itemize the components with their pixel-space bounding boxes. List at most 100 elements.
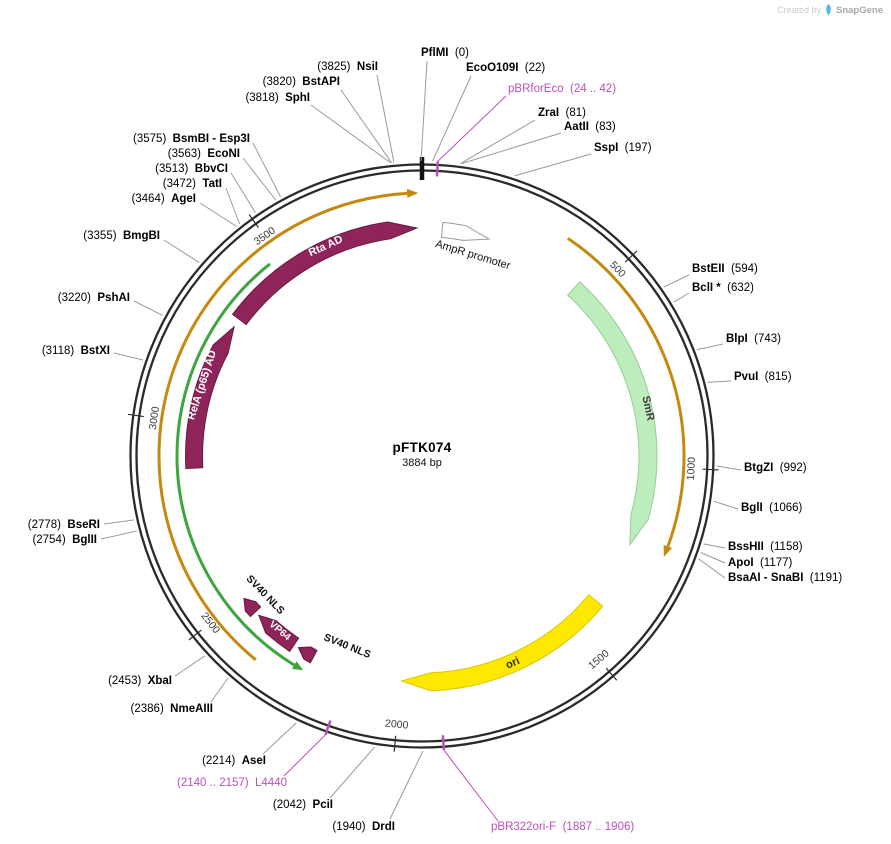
feature-arrow[interactable] <box>231 221 419 326</box>
primer-site-tick <box>435 161 439 177</box>
primer-site-tick <box>324 720 332 736</box>
enzyme-label[interactable]: (2778) BseRI <box>28 519 100 531</box>
enzyme-label[interactable]: (3118) BstXI <box>42 345 110 357</box>
enzyme-label[interactable]: ApoI (1177) <box>728 557 793 569</box>
tick-mark <box>605 667 618 681</box>
leader-line <box>230 172 256 213</box>
enzyme-label[interactable]: (3355) BmgBI <box>83 230 160 242</box>
enzyme-label[interactable]: (2140 .. 2157) L4440 <box>177 777 287 789</box>
feature-label[interactable]: ori <box>504 655 522 672</box>
enzyme-label[interactable]: (1940) DrdI <box>332 821 395 833</box>
enzyme-label[interactable]: BlpI (743) <box>726 333 781 345</box>
enzyme-label[interactable]: EcoO109I (22) <box>466 62 545 74</box>
enzyme-label[interactable]: (3825) NsiI <box>317 61 378 73</box>
leader-line <box>340 89 392 163</box>
leader-line <box>700 552 726 564</box>
tick-mark <box>188 629 202 641</box>
feature-arrow[interactable] <box>440 221 491 241</box>
enzyme-label[interactable]: BglI (1066) <box>741 502 803 514</box>
leader-line <box>242 157 276 201</box>
enzyme-label[interactable]: (3563) EcoNI <box>168 148 240 160</box>
leader-line <box>713 500 739 510</box>
tick-label: 2000 <box>385 718 410 732</box>
leader-line <box>707 380 732 383</box>
primer-site-tick <box>441 735 446 751</box>
feature-arrow[interactable] <box>243 597 262 618</box>
leader-line <box>283 734 326 777</box>
leader-line <box>673 292 690 303</box>
enzyme-label[interactable]: SspI (197) <box>594 142 652 154</box>
feature-arc[interactable] <box>567 237 686 548</box>
enzyme-label[interactable]: PvuI (815) <box>734 371 792 383</box>
leader-line <box>133 300 163 316</box>
leader-line <box>329 746 375 799</box>
leader-line <box>703 543 726 549</box>
leader-line <box>663 274 690 288</box>
leader-line <box>113 352 144 361</box>
feature-arrow[interactable] <box>185 325 235 470</box>
enzyme-label[interactable]: (3513) BbvCI <box>155 163 228 175</box>
feature-arrow[interactable] <box>297 646 318 664</box>
leader-line <box>389 750 424 820</box>
leader-line <box>163 239 200 264</box>
enzyme-label[interactable]: ZraI (81) <box>538 107 586 119</box>
leader-line <box>461 132 562 165</box>
leader-line <box>420 60 428 162</box>
enzyme-label[interactable]: (3464) AgeI <box>131 193 196 205</box>
tick-label: 1000 <box>685 457 698 481</box>
enzyme-label[interactable]: (2386) NmeAIII <box>131 703 213 715</box>
tick-label: 500 <box>607 259 628 280</box>
enzyme-label[interactable]: BsaAI - SnaBI (1191) <box>728 572 842 584</box>
watermark-created-by: Created by <box>776 5 821 15</box>
enzyme-label[interactable]: (3820) BstAPI <box>263 76 340 88</box>
enzyme-label[interactable]: (2754) BglII <box>32 534 97 546</box>
enzyme-label[interactable]: (3220) PshAI <box>58 292 130 304</box>
enzyme-label[interactable]: BstEII (594) <box>692 263 758 275</box>
feature-arc[interactable] <box>175 262 296 667</box>
leader-line <box>716 465 742 471</box>
enzyme-label[interactable]: BssHII (1158) <box>728 541 803 553</box>
leader-line <box>262 722 297 755</box>
leader-line <box>460 119 536 164</box>
backbone-outer-circle <box>129 163 715 749</box>
enzyme-label[interactable]: (2453) XbaI <box>108 675 172 687</box>
watermark-brand: SnapGene <box>836 4 883 16</box>
enzyme-label[interactable]: BclI * (632) <box>692 282 754 294</box>
enzyme-label[interactable]: (3575) BsmBI - Esp3I <box>133 133 250 145</box>
feature-arc-head <box>663 544 673 557</box>
snapgene-watermark: Created by SnapGene <box>777 4 883 16</box>
leader-line <box>697 343 724 351</box>
feature-arc[interactable] <box>157 191 408 661</box>
feature-arrow[interactable] <box>399 594 604 692</box>
backbone-inner-circle <box>135 169 709 743</box>
feature-arrow[interactable] <box>258 614 300 653</box>
tick-label: 1500 <box>586 647 612 671</box>
feature-label[interactable]: SmR <box>639 395 656 422</box>
feature-label[interactable]: SV40 NLS <box>322 631 372 661</box>
leader-line <box>174 655 206 677</box>
enzyme-label[interactable]: BtgZI (992) <box>744 462 807 474</box>
leader-line <box>443 749 499 822</box>
leader-line <box>103 519 135 525</box>
feature-label[interactable]: AmpR promoter <box>434 238 512 272</box>
enzyme-label[interactable]: pBR322ori-F (1887 .. 1906) <box>491 821 634 833</box>
enzyme-label[interactable]: pBRforEco (24 .. 42) <box>508 83 616 95</box>
enzyme-label[interactable]: (3472) TatI <box>163 178 222 190</box>
enzyme-label[interactable]: AatII (83) <box>564 121 616 133</box>
enzyme-label[interactable]: (2042) PciI <box>273 799 333 811</box>
tick-mark <box>248 214 259 228</box>
leader-line <box>698 558 726 579</box>
enzyme-label[interactable]: (3818) SphI <box>245 92 310 104</box>
feature-arc-head <box>406 188 419 198</box>
tick-mark <box>624 250 638 263</box>
feature-arc-head <box>291 661 304 671</box>
enzyme-label[interactable]: (2214) AseI <box>202 755 266 767</box>
feature-arrow[interactable] <box>566 281 658 547</box>
enzyme-label[interactable]: PflMI (0) <box>421 47 469 59</box>
leader-line <box>199 202 237 227</box>
leader-line <box>514 153 592 177</box>
leader-line <box>310 104 391 164</box>
leader-line <box>100 530 137 540</box>
